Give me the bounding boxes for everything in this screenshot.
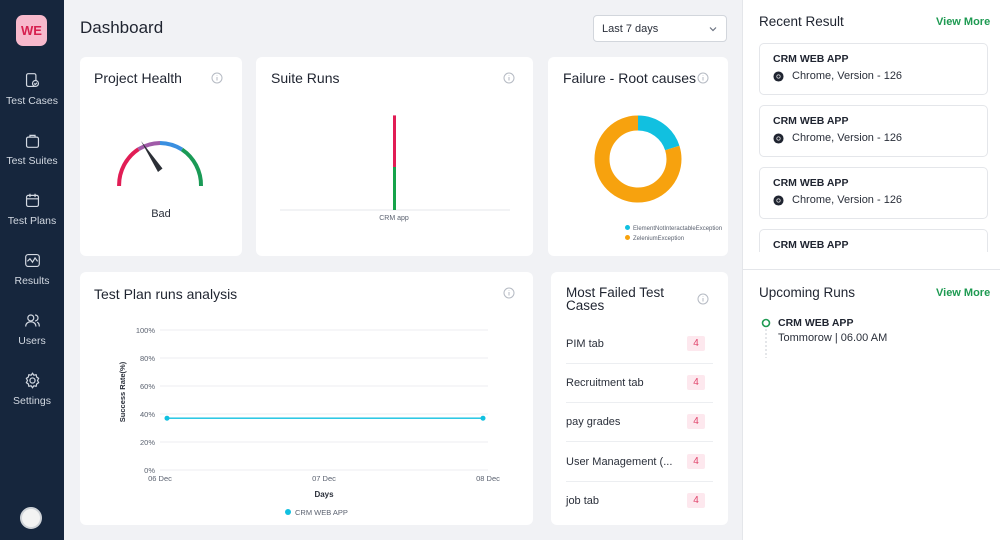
info-icon[interactable] [503,72,515,84]
sidebar-item-results[interactable]: Results [0,252,64,302]
success-rate-line-chart: Success Rate(%) Days CRM WEB APP 100% 80%… [118,326,500,517]
recent-result-title: Recent Result [759,14,844,29]
page-title: Dashboard [80,18,164,37]
y-tick-label: 100% [136,326,156,335]
recent-result-view-more-link[interactable]: View More [936,16,991,28]
list-item[interactable]: pay grades 4 [566,403,713,442]
test-plan-runs-title: Test Plan runs analysis [94,286,238,302]
test-plans-icon [25,193,39,208]
list-item[interactable]: job tab 4 [566,482,713,521]
most-failed-card: Most Failed Test Cases PIM tab 4 Recruitm… [551,272,728,525]
most-failed-title: Most Failed Test Cases [566,285,665,313]
failure-causes-title: Failure - Root causes [563,70,697,86]
list-item[interactable]: PIM tab 4 [566,325,713,364]
legend-marker [285,509,291,515]
test-suites-icon [25,134,39,148]
y-axis-label: Success Rate(%) [118,361,127,422]
list-item[interactable]: Recruitment tab 4 [566,364,713,403]
failure-count-badge: 4 [687,414,705,429]
legend-dot [625,225,630,230]
upcoming-run-time: Tommorow | 06.00 AM [778,332,888,344]
date-range-select[interactable]: Last 7 days [593,15,727,42]
results-icon [24,253,40,268]
chrome-icon [773,71,784,82]
right-panel: Recent Result View More CRM WEB APP Chro… [742,0,1000,540]
data-point [480,415,486,421]
list-item[interactable]: User Management (... 4 [566,443,713,482]
project-health-title: Project Health [94,70,182,86]
bar-passed [393,167,396,210]
donut-slice [594,115,682,203]
y-tick-label: 60% [140,382,155,391]
y-tick-label: 80% [140,354,155,363]
failure-count-badge: 4 [687,454,705,469]
info-icon[interactable] [697,72,709,84]
test-cases-icon [25,73,39,88]
x-tick-label: 08 Dec [476,474,500,483]
legend-item: ZeleniumException [625,235,684,242]
y-tick-label: 40% [140,410,155,419]
x-tick-label: 06 Dec [148,474,172,483]
y-tick-label: 20% [140,438,155,447]
bar-failed [393,115,396,167]
timeline-marker [761,318,771,358]
sidebar-item-test-plans[interactable]: Test Plans [0,192,64,242]
user-avatar[interactable] [20,507,42,529]
upcoming-runs-view-more-link[interactable]: View More [936,287,991,299]
divider [743,269,1000,270]
chrome-icon [773,195,784,206]
data-point [164,415,170,421]
x-tick-label: 07 Dec [312,474,336,483]
result-card[interactable]: CRM WEB APP Chrome, Version - 126 [759,105,988,157]
x-axis-label: Days [314,490,334,499]
project-health-card: Project Health Bad [80,57,242,256]
legend-label: CRM WEB APP [295,508,348,517]
upcoming-run-title[interactable]: CRM WEB APP [778,317,854,329]
sidebar-item-settings[interactable]: Settings [0,372,64,422]
health-status: Bad [151,208,171,220]
suite-runs-card: Suite Runs CRM app [256,57,533,256]
sidebar-item-users[interactable]: Users [0,312,64,362]
result-card[interactable]: CRM WEB APP Chrome, Version - 126 [759,167,988,219]
gauge-needle [141,141,163,172]
upcoming-runs-title: Upcoming Runs [759,285,856,300]
info-icon[interactable] [697,293,709,305]
sidebar-item-label: Test Cases [6,95,58,107]
y-tick-label: 0% [144,466,155,475]
test-plan-runs-card: Test Plan runs analysis Success Rate(%) … [80,272,533,525]
x-tick-label: CRM app [379,215,409,222]
settings-icon [25,372,39,389]
legend-item: ElementNotInteractableException [625,225,722,232]
chrome-icon [773,133,784,144]
chevron-down-icon [709,27,717,32]
recent-result-list[interactable]: CRM WEB APP Chrome, Version - 126 CRM WE… [743,40,1000,252]
health-gauge [117,141,204,187]
date-range-value: Last 7 days [602,22,659,35]
failure-count-badge: 4 [687,375,705,390]
suite-runs-chart: CRM app [280,115,510,222]
result-card[interactable]: CRM WEB APP Chrome, Version - 126 [759,43,988,95]
sidebar-item-test-cases[interactable]: Test Cases [0,72,64,122]
sidebar: WE Test Cases Test Suites Test Plans Res… [0,0,64,540]
info-icon[interactable] [211,72,223,84]
failure-causes-card: Failure - Root causes ElementNotInteract… [548,57,728,256]
failure-count-badge: 4 [687,336,705,351]
users-icon [24,314,40,327]
sidebar-item-test-suites[interactable]: Test Suites [0,132,64,182]
suite-runs-title: Suite Runs [271,70,340,86]
info-icon[interactable] [503,287,515,299]
result-card[interactable]: CRM WEB APP [759,229,988,252]
sidebar-item-label: Users [18,335,46,347]
sidebar-item-label: Settings [13,395,51,407]
workspace-logo[interactable]: WE [16,15,47,46]
failure-count-badge: 4 [687,493,705,508]
sidebar-item-label: Test Plans [7,215,57,227]
sidebar-item-label: Test Suites [6,155,58,167]
failure-donut-chart [594,115,682,203]
legend-dot [625,235,630,240]
sidebar-item-label: Results [14,275,50,287]
